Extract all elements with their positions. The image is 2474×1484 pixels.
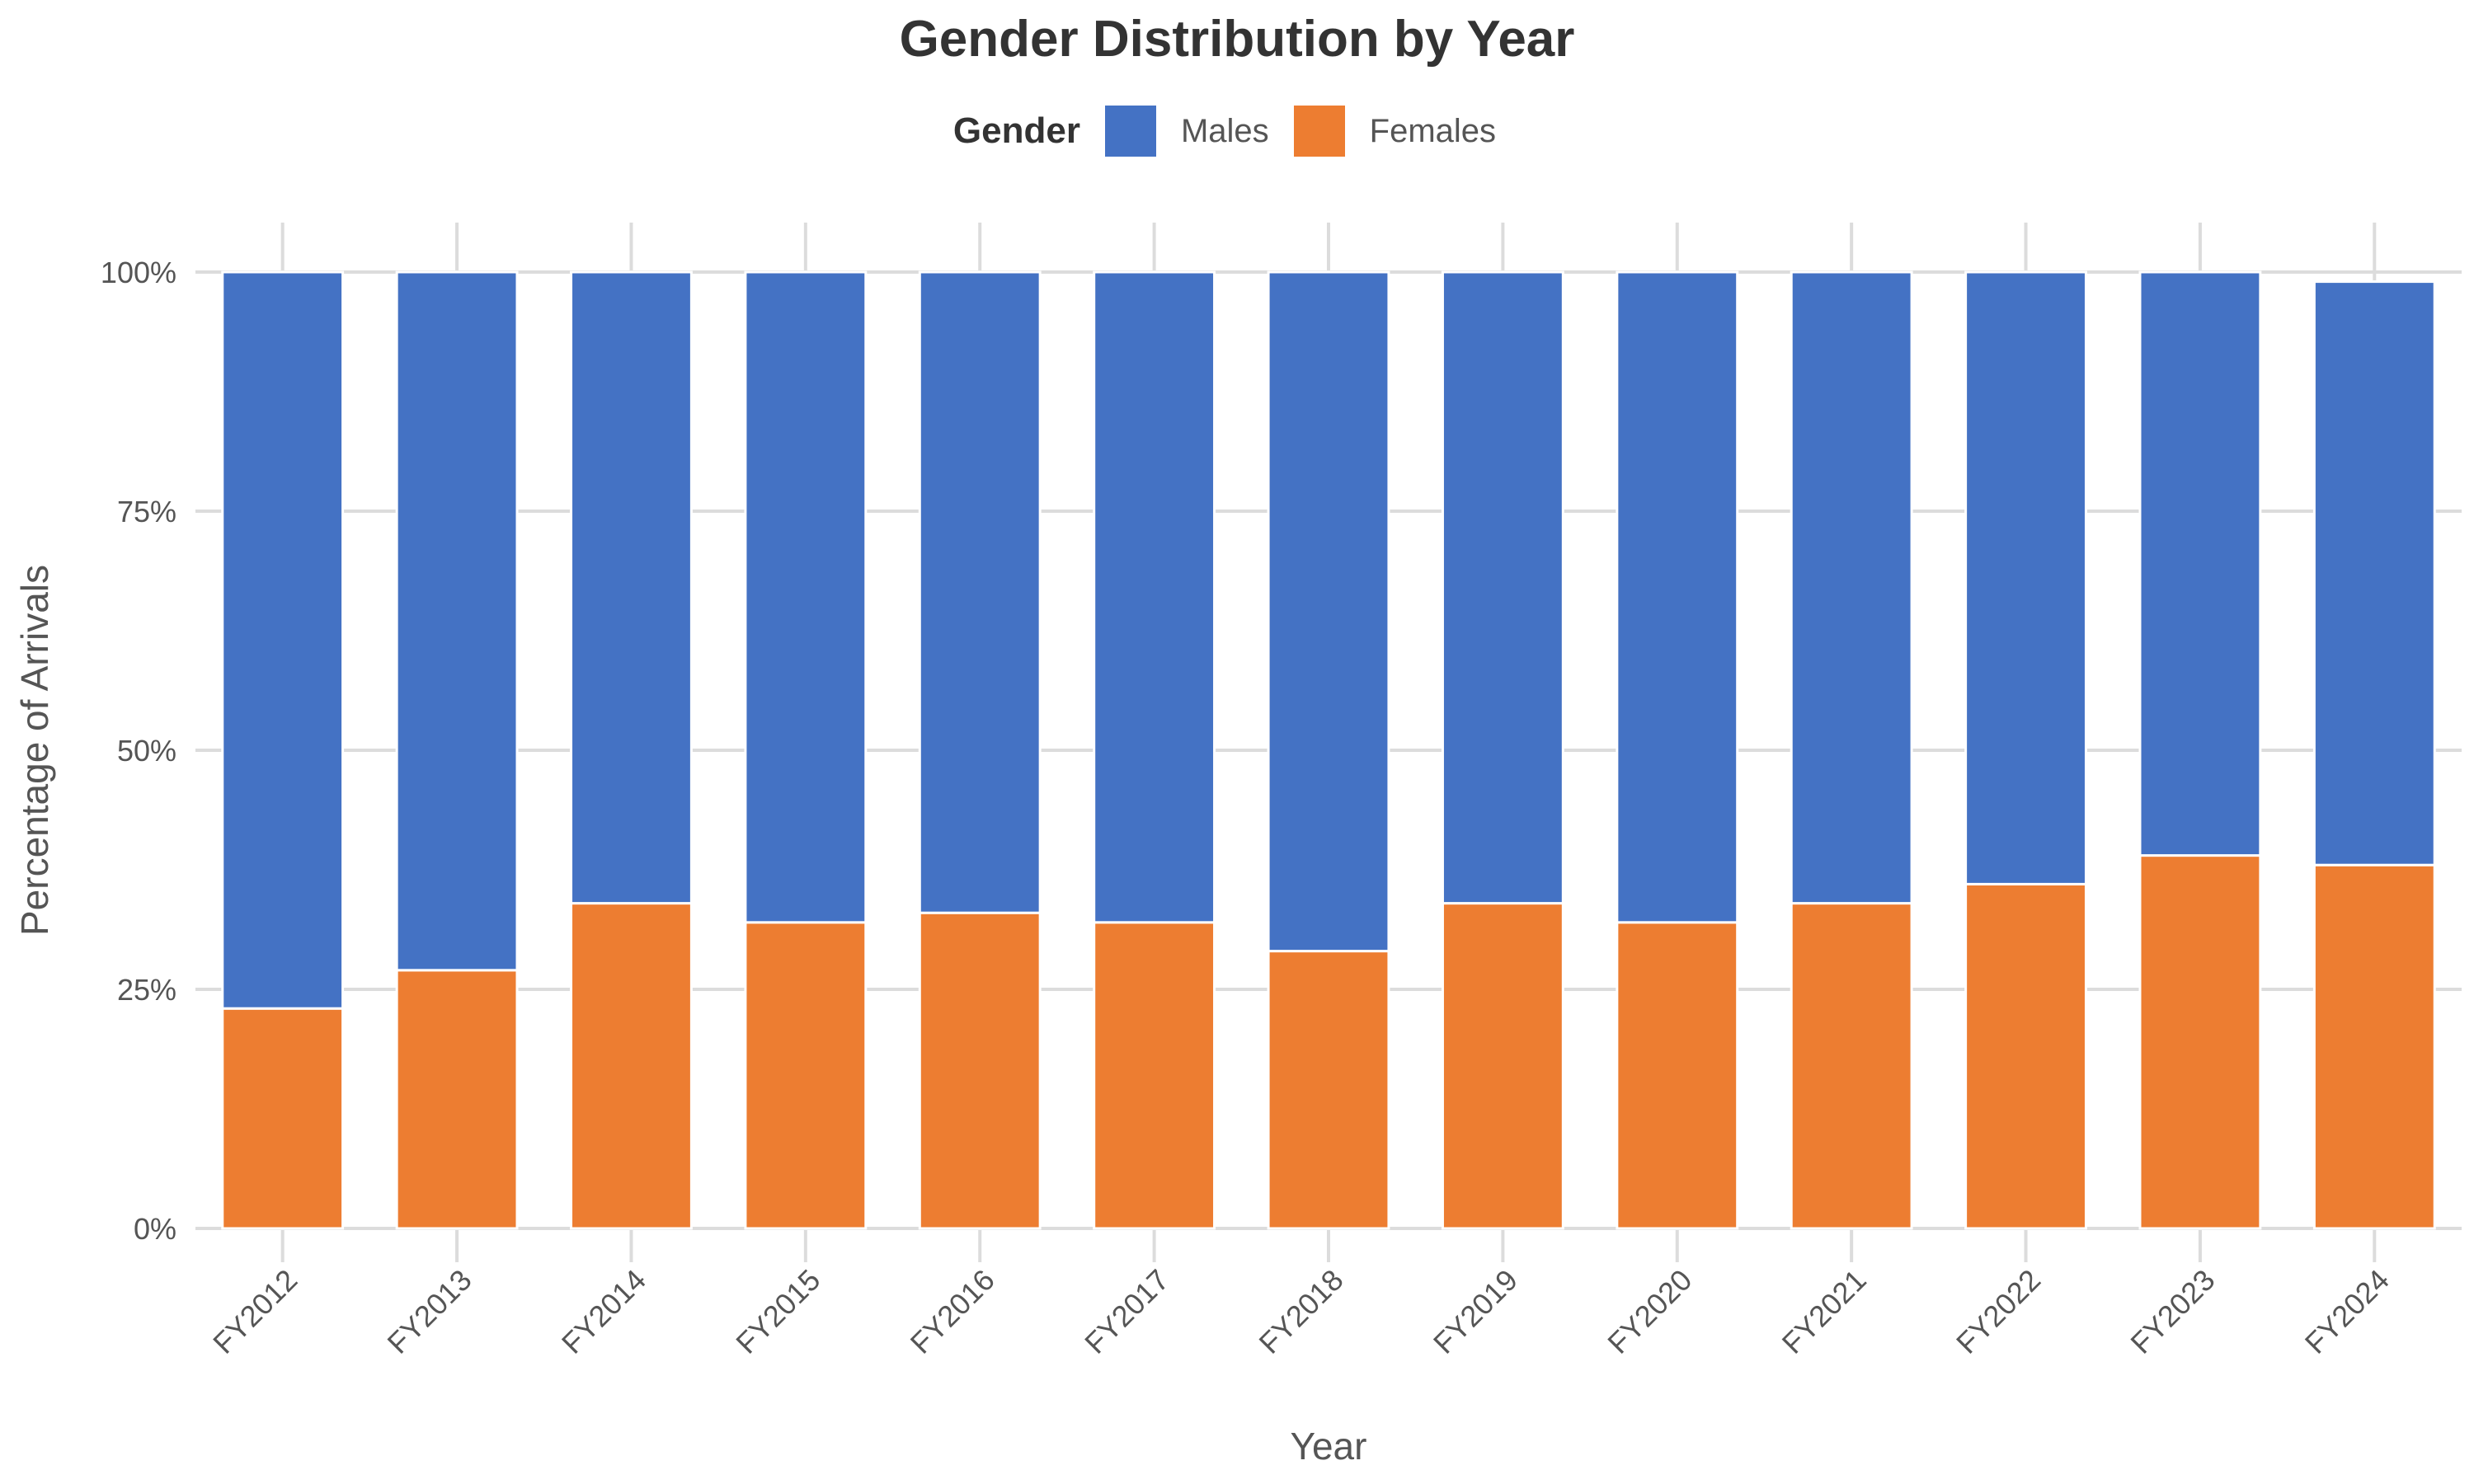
legend-swatch-males <box>1104 106 1156 157</box>
bar-males-FY2021 <box>1790 270 1913 905</box>
x-tick-label: FY2013 <box>381 1263 478 1360</box>
bar-males-FY2024 <box>2312 280 2436 866</box>
bar-females-FY2021 <box>1790 902 1913 1230</box>
bar-males-FY2018 <box>1267 270 1390 953</box>
legend-swatch-females <box>1293 106 1345 157</box>
x-tick-label: FY2016 <box>904 1263 1001 1360</box>
legend-item-females: Females <box>1293 106 1497 157</box>
bar-males-FY2020 <box>1616 270 1739 924</box>
x-tick-label: FY2020 <box>1601 1263 1698 1360</box>
bar-females-FY2015 <box>744 921 868 1230</box>
bar-males-FY2016 <box>918 270 1042 914</box>
bar-males-FY2022 <box>1964 270 2087 885</box>
y-tick-label: 100% <box>101 256 176 289</box>
bar-females-FY2024 <box>2312 863 2436 1230</box>
x-tick-label: FY2024 <box>2298 1263 2396 1360</box>
bar-females-FY2019 <box>1441 902 1564 1230</box>
bar-females-FY2017 <box>1093 921 1216 1230</box>
x-tick-label: FY2023 <box>2124 1263 2221 1360</box>
bar-males-FY2023 <box>2138 270 2262 857</box>
bar-females-FY2020 <box>1616 921 1739 1230</box>
y-tick-label: 25% <box>117 973 176 1007</box>
legend: Gender Males Females <box>0 106 2474 157</box>
x-tick-label: FY2012 <box>206 1263 303 1360</box>
x-tick-label: FY2022 <box>1950 1263 2047 1360</box>
x-tick-label: FY2019 <box>1427 1263 1524 1360</box>
y-tick-label: 50% <box>117 734 176 768</box>
bar-males-FY2017 <box>1093 270 1216 924</box>
bar-females-FY2014 <box>570 902 693 1230</box>
x-tick-label: FY2018 <box>1253 1263 1350 1360</box>
x-tick-label: FY2017 <box>1078 1263 1175 1360</box>
bar-males-FY2012 <box>221 270 345 1010</box>
y-axis-title: Percentage of Arrivals <box>13 565 56 936</box>
legend-item-males: Males <box>1104 106 1269 157</box>
bar-females-FY2023 <box>2138 854 2262 1230</box>
x-tick-label: FY2021 <box>1776 1263 1873 1360</box>
bars <box>221 270 2436 1230</box>
y-tick-label: 75% <box>117 495 176 528</box>
bar-females-FY2022 <box>1964 882 2087 1230</box>
bar-females-FY2012 <box>221 1007 345 1230</box>
legend-label-females: Females <box>1369 112 1497 149</box>
legend-label-males: Males <box>1180 112 1269 149</box>
chart-title: Gender Distribution by Year <box>899 11 1575 68</box>
bar-females-FY2016 <box>918 911 1042 1230</box>
bar-females-FY2018 <box>1267 950 1390 1230</box>
bar-males-FY2015 <box>744 270 868 924</box>
x-tick-label: FY2015 <box>729 1263 826 1360</box>
bar-females-FY2013 <box>395 969 519 1230</box>
x-axis-title: Year <box>1291 1425 1367 1468</box>
bar-males-FY2014 <box>570 270 693 905</box>
bar-males-FY2013 <box>395 270 519 972</box>
y-tick-label: 0% <box>134 1212 176 1246</box>
x-tick-label: FY2014 <box>555 1263 652 1360</box>
legend-title: Gender <box>952 110 1080 151</box>
bar-males-FY2019 <box>1441 270 1564 905</box>
